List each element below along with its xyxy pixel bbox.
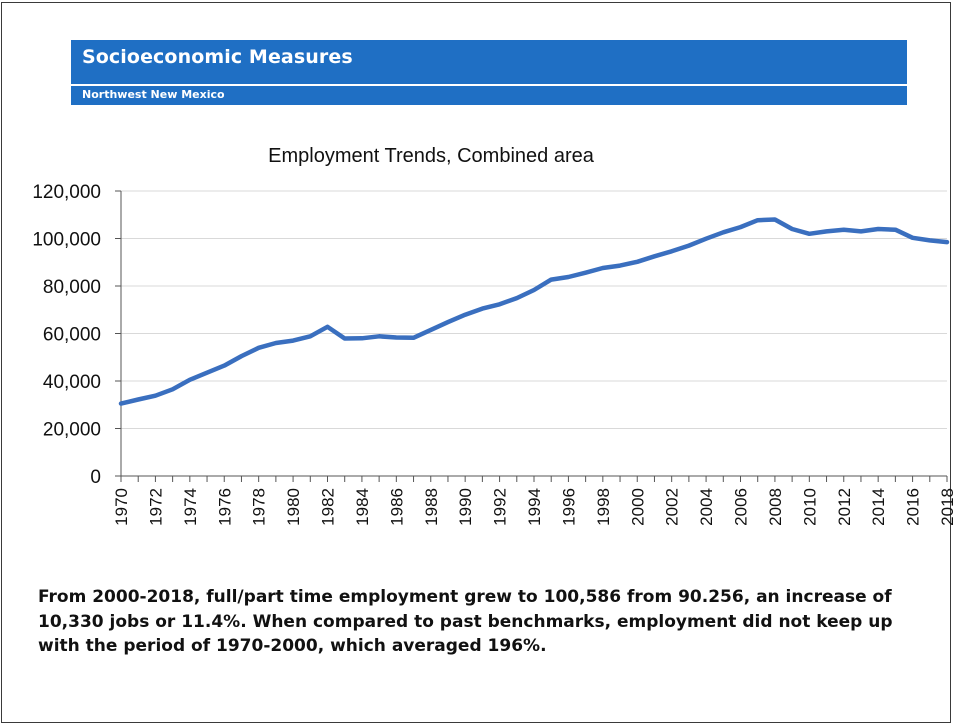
y-tick-label: 100,000: [32, 230, 101, 251]
x-tick-label: 1980: [284, 488, 303, 526]
data-point: [394, 336, 398, 340]
data-point: [326, 325, 329, 329]
data-point: [205, 371, 209, 375]
data-point: [652, 254, 656, 258]
data-point: [239, 354, 243, 358]
x-tick-label: 1986: [387, 488, 406, 526]
x-tick-label: 2006: [732, 488, 751, 526]
data-point: [790, 227, 794, 231]
x-tick-label: 1994: [525, 488, 544, 526]
data-point: [343, 336, 347, 340]
x-tick-label: 1990: [456, 488, 475, 526]
data-point: [601, 266, 605, 270]
y-tick-label: 0: [90, 467, 101, 488]
data-point: [532, 288, 536, 292]
x-tick-label: 2012: [835, 488, 854, 526]
x-tick-label: 1972: [146, 488, 165, 526]
data-point: [911, 236, 915, 240]
data-point: [842, 228, 846, 232]
data-point: [153, 394, 157, 398]
x-tick-label: 1974: [181, 488, 200, 526]
y-tick-label: 40,000: [43, 372, 101, 393]
data-point: [773, 218, 777, 221]
data-point: [704, 237, 708, 241]
data-point: [859, 229, 863, 233]
section-banner: Socioeconomic Measures: [71, 40, 907, 84]
section-subbanner: Northwest New Mexico: [71, 86, 907, 105]
data-point: [171, 387, 175, 391]
chart-title: Employment Trends, Combined area: [268, 145, 594, 167]
data-point: [825, 229, 829, 233]
region-subtitle: Northwest New Mexico: [82, 88, 225, 101]
data-point: [429, 328, 433, 332]
x-tick-label: 1976: [215, 488, 234, 526]
data-point: [222, 364, 226, 368]
data-point: [308, 334, 312, 338]
x-tick-label: 1996: [559, 488, 578, 526]
data-point: [807, 232, 811, 236]
x-tick-label: 2000: [628, 488, 647, 526]
data-point: [463, 313, 467, 317]
data-point: [515, 296, 519, 300]
x-tick-label: 2016: [904, 488, 923, 526]
y-tick-label: 120,000: [32, 182, 101, 203]
data-point: [274, 341, 278, 345]
data-point: [498, 302, 502, 306]
x-tick-label: 1992: [491, 488, 510, 526]
y-tick-label: 60,000: [43, 325, 101, 346]
y-tick-label: 80,000: [43, 277, 101, 298]
data-point: [119, 402, 123, 406]
x-tick-label: 2004: [697, 488, 716, 526]
employment-line-chart: 0 20,000 40,000 60,000 80,000 100,000 120,000 1…: [32, 182, 954, 526]
data-point: [687, 244, 691, 248]
x-tick-label: 2002: [663, 488, 682, 526]
data-point: [136, 398, 140, 402]
data-point: [257, 346, 261, 350]
data-point: [756, 218, 760, 222]
x-tick-label: 1970: [112, 488, 131, 526]
x-tick-label: 1982: [319, 488, 338, 526]
y-tick-label: 20,000: [43, 420, 101, 441]
data-point: [412, 336, 416, 340]
section-title: Socioeconomic Measures: [82, 46, 353, 68]
data-point: [635, 260, 639, 264]
data-point: [549, 278, 553, 282]
data-point: [480, 307, 484, 311]
x-tick-label: 1988: [422, 488, 441, 526]
x-tick-label: 2008: [766, 488, 785, 526]
data-point: [446, 320, 450, 324]
x-tick-label: 1978: [250, 488, 269, 526]
x-tick-label: 1998: [594, 488, 613, 526]
data-point: [188, 378, 192, 382]
data-point: [566, 275, 570, 279]
x-tick-label: 2010: [800, 488, 819, 526]
data-point: [928, 238, 932, 242]
data-point: [584, 271, 588, 275]
summary-text: From 2000-2018, full/part time employmen…: [38, 587, 893, 656]
data-point: [721, 230, 725, 234]
data-point: [360, 336, 364, 340]
x-tick-label: 2018: [938, 488, 954, 526]
data-point: [377, 334, 381, 338]
data-point: [670, 249, 674, 253]
data-point: [876, 227, 880, 231]
data-point: [893, 228, 897, 232]
banner-divider: [71, 84, 907, 86]
data-point: [291, 339, 295, 343]
data-point: [945, 240, 949, 244]
x-tick-label: 2014: [869, 488, 888, 526]
series-line: [118, 217, 950, 406]
data-point: [618, 264, 622, 268]
data-point: [739, 225, 742, 229]
x-tick-label: 1984: [353, 488, 372, 526]
